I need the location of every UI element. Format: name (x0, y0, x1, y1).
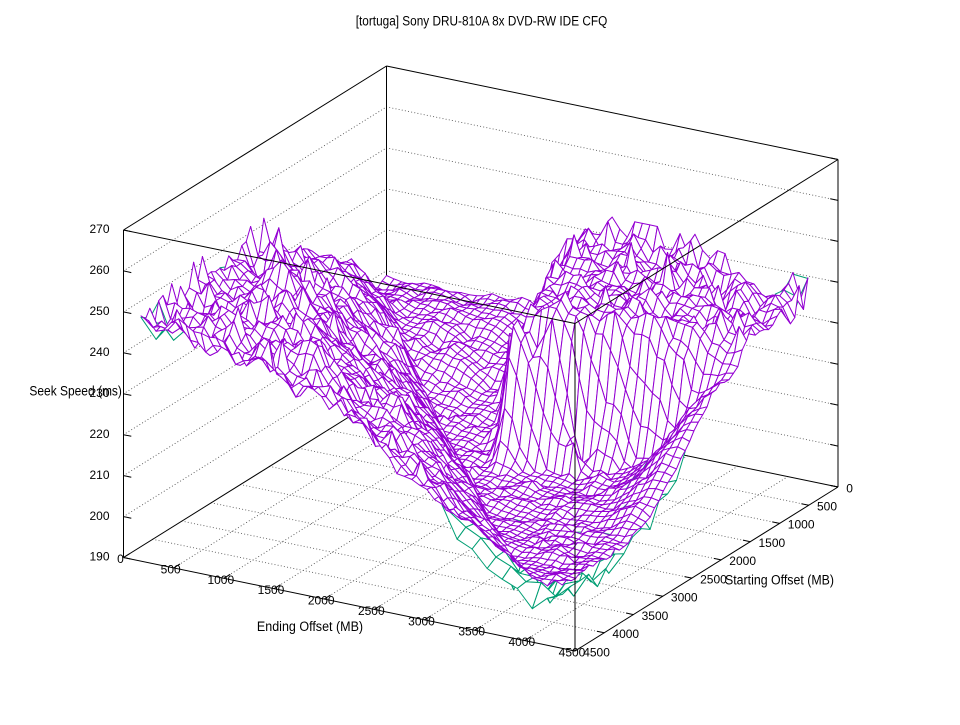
svg-text:2000: 2000 (308, 594, 335, 608)
svg-text:0: 0 (846, 481, 853, 495)
svg-text:1500: 1500 (258, 583, 285, 597)
svg-text:210: 210 (89, 468, 109, 482)
svg-text:[tortuga] Sony DRU-810A 8x DVD: [tortuga] Sony DRU-810A 8x DVD-RW IDE CF… (356, 14, 608, 29)
svg-text:4500: 4500 (559, 646, 586, 660)
svg-text:Seek Speed (ms): Seek Speed (ms) (29, 384, 122, 399)
svg-text:1000: 1000 (207, 573, 234, 587)
svg-text:0: 0 (117, 552, 124, 566)
svg-text:2500: 2500 (700, 572, 727, 586)
svg-text:500: 500 (817, 500, 837, 514)
svg-text:3500: 3500 (642, 609, 669, 623)
svg-text:200: 200 (89, 509, 109, 523)
svg-text:4000: 4000 (612, 627, 639, 641)
svg-text:190: 190 (89, 550, 109, 564)
svg-text:3000: 3000 (671, 591, 698, 605)
svg-text:4500: 4500 (583, 645, 610, 659)
svg-text:250: 250 (89, 304, 109, 318)
svg-text:Starting Offset (MB): Starting Offset (MB) (725, 573, 834, 588)
svg-text:240: 240 (89, 345, 109, 359)
svg-text:270: 270 (89, 222, 109, 236)
svg-text:1000: 1000 (788, 518, 815, 532)
svg-text:2000: 2000 (729, 554, 756, 568)
svg-text:4000: 4000 (508, 635, 535, 649)
svg-text:3000: 3000 (408, 614, 435, 628)
svg-text:500: 500 (161, 562, 181, 576)
svg-text:2500: 2500 (358, 604, 385, 618)
svg-text:260: 260 (89, 263, 109, 277)
svg-text:220: 220 (89, 427, 109, 441)
svg-text:1500: 1500 (759, 536, 786, 550)
svg-text:3500: 3500 (458, 625, 485, 639)
svg-text:230: 230 (89, 386, 109, 400)
svg-text:Ending Offset (MB): Ending Offset (MB) (257, 619, 363, 634)
